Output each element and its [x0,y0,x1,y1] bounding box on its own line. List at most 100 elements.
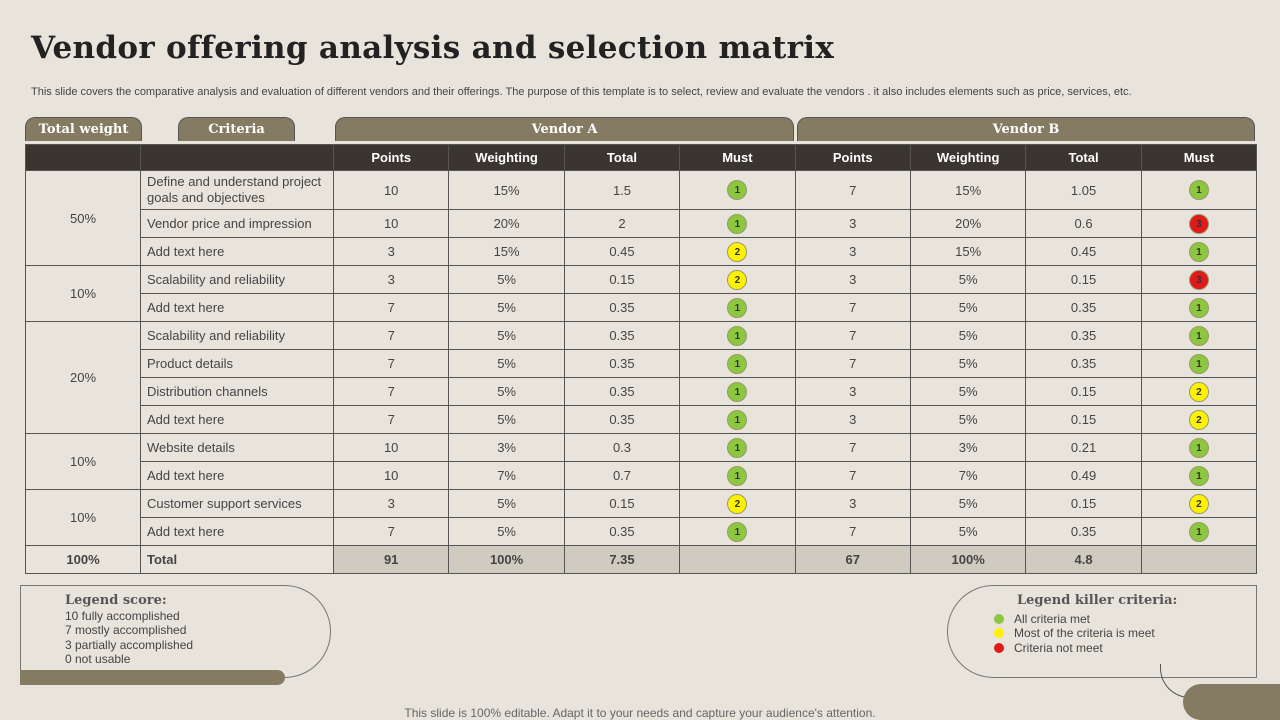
value-cell: 1.05 [1025,170,1142,210]
legend-list: All criteria met Most of the criteria is … [994,612,1155,655]
value-cell: 3 [794,489,911,518]
must-cell: 1 [1140,237,1258,266]
value-cell: 7 [794,517,911,546]
value-cell: 3 [332,237,450,266]
title: Vendor offering analysis and selection m… [31,30,835,66]
value-cell: 20% [909,209,1027,238]
value-cell: 5% [448,293,565,322]
criterion-cell: Scalability and reliability [140,265,334,294]
must-badge: 2 [1188,409,1209,430]
value-cell: 3% [909,433,1027,462]
row: 50% Define and understand project goals a… [25,170,1258,266]
value-cell: 7% [448,461,565,490]
legend-item: 3 partially accomplished [65,637,194,652]
must-badge: 2 [727,241,748,262]
value-cell: 0.6 [1025,209,1142,238]
row: Add text here 7 5% 0.35 1 7 5% 0.35 1 [26,517,1258,546]
criterion-cell: Vendor price and impression [140,209,334,238]
header-row: Points Weighting Total Must Points Weighting T… [25,144,1258,171]
row: Distribution channels 7 5% 0.35 1 3 5% 0.15 2 [26,377,1258,406]
criterion-cell: Add text here [140,517,334,546]
header-cell: Must [679,144,796,171]
value-cell: 3 [332,489,450,518]
must-cell: 2 [1140,405,1258,434]
value-cell: 0.35 [563,517,681,546]
total-cell [679,545,796,574]
must-cell: 1 [679,170,796,210]
legend-label: Most of the criteria is meet [1014,626,1155,641]
value-cell: 7 [794,321,911,350]
value-cell: 0.35 [563,321,681,350]
must-badge: 3 [1188,269,1209,290]
criterion-cell: Add text here [140,461,334,490]
value-cell: 7 [332,517,450,546]
value-cell: 7 [332,405,450,434]
must-badge: 2 [727,269,748,290]
legend-title: Legend score: [65,593,167,608]
legend-dot [994,628,1004,639]
header-cell: Total [1025,144,1142,171]
weight-cell: 50% [25,170,141,266]
total-cell: 4.8 [1025,545,1142,574]
row: Add text here 7 5% 0.35 1 3 5% 0.15 2 [26,405,1258,434]
must-cell: 1 [679,517,796,546]
must-badge: 1 [727,213,748,234]
row: 20% Scalability and reliability 7 5% 0.35 1 7 5… [25,321,1258,434]
row: 10% Customer support services 3 5% 0.15 2 3 5% 0… [25,489,1258,546]
value-cell: 20% [448,209,565,238]
value-cell: 2 [563,209,681,238]
must-cell: 2 [1140,489,1258,518]
value-cell: 1.5 [563,170,681,210]
matrix-table: Points Weighting Total Must Points Weighting T… [25,144,1258,574]
value-cell: 0.45 [1025,237,1142,266]
value-cell: 0.15 [563,489,681,518]
tab: Total weight [25,117,142,141]
must-cell: 2 [679,265,796,294]
value-cell: 0.45 [563,237,681,266]
value-cell: 5% [909,517,1027,546]
footer: This slide is 100% editable. Adapt it to… [404,706,876,720]
legend-label: All criteria met [1014,612,1091,626]
value-cell: 10 [332,433,450,462]
value-cell: 7 [332,349,450,378]
subtitle: This slide covers the comparative analys… [31,86,1132,98]
legend-dot [994,614,1004,624]
legend-item: 0 not usable [65,651,131,666]
must-badge: 1 [1188,297,1209,318]
weight-cell: 10% [25,433,141,490]
value-cell: 7 [332,321,450,350]
value-cell: 5% [909,265,1027,294]
value-cell: 0.35 [563,377,681,406]
must-cell: 2 [679,237,796,266]
value-cell: 3 [794,237,911,266]
value-cell: 10 [332,170,450,210]
must-badge: 1 [1188,180,1209,200]
tab: Criteria [178,117,295,141]
legend-item: 10 fully accomplished [65,609,180,623]
must-badge: 2 [1188,381,1209,402]
value-cell: 15% [448,237,565,266]
value-cell: 7 [794,349,911,378]
value-cell: 0.15 [1025,377,1142,406]
must-badge: 1 [727,297,748,318]
header-cell [140,144,334,171]
must-badge: 1 [727,521,748,542]
must-cell: 3 [1140,209,1258,238]
row: 10% Scalability and reliability 3 5% 0.15 2 3 5… [25,265,1258,322]
total-row: 100% Total 91 100% 7.35 67 100% 4.8 [25,545,1258,574]
must-cell: 1 [679,349,796,378]
legend-item: Criteria not meet [994,641,1155,655]
must-badge: 1 [1188,353,1209,374]
value-cell: 10 [332,461,450,490]
value-cell: 5% [909,377,1027,406]
must-cell: 1 [1140,349,1258,378]
criterion-cell: Distribution channels [140,377,334,406]
value-cell: 0.49 [1025,461,1142,490]
value-cell: 0.35 [563,349,681,378]
legend-list: 10 fully accomplished 7 mostly accomplish… [65,609,193,666]
value-cell: 7 [794,433,911,462]
total-cell: 100% [909,545,1027,574]
value-cell: 0.35 [563,293,681,322]
row: Add text here 10 7% 0.7 1 7 7% 0.49 1 [26,461,1258,490]
